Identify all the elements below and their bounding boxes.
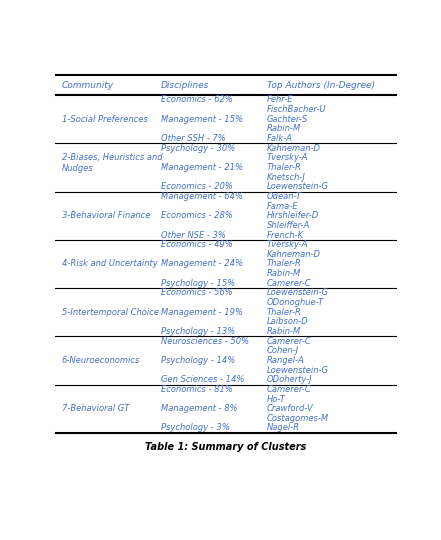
Text: Management - 21%: Management - 21% <box>161 163 243 172</box>
Text: Community: Community <box>62 80 114 90</box>
Text: Camerer-C: Camerer-C <box>267 385 312 394</box>
Text: 1-Social Preferences: 1-Social Preferences <box>62 115 148 124</box>
Text: French-K: French-K <box>267 231 304 240</box>
Text: Falk-A: Falk-A <box>267 134 293 143</box>
Text: Hirshleifer-D: Hirshleifer-D <box>267 211 319 220</box>
Text: Thaler-R: Thaler-R <box>267 308 302 316</box>
Text: Gachter-S: Gachter-S <box>267 115 308 124</box>
Text: Tversky-A: Tversky-A <box>267 240 309 249</box>
Text: Camerer-C: Camerer-C <box>267 279 312 288</box>
Text: Economics - 20%: Economics - 20% <box>161 183 233 191</box>
Text: Psychology - 13%: Psychology - 13% <box>161 327 235 336</box>
Text: Management - 8%: Management - 8% <box>161 404 238 413</box>
Text: Tversky-A: Tversky-A <box>267 153 309 163</box>
Text: Psychology - 3%: Psychology - 3% <box>161 423 230 433</box>
Text: Kahneman-D: Kahneman-D <box>267 144 321 153</box>
Text: Disciplines: Disciplines <box>161 80 209 90</box>
Text: Thaler-R: Thaler-R <box>267 163 302 172</box>
Text: Rabin-M: Rabin-M <box>267 327 301 336</box>
Text: Camerer-C: Camerer-C <box>267 336 312 346</box>
Text: Other NSE - 3%: Other NSE - 3% <box>161 231 226 240</box>
Text: Costagomes-M: Costagomes-M <box>267 414 329 423</box>
Text: Management - 64%: Management - 64% <box>161 192 243 201</box>
Text: ODonoghue-T: ODonoghue-T <box>267 298 324 307</box>
Text: Psychology - 14%: Psychology - 14% <box>161 356 235 365</box>
Text: Other SSH - 7%: Other SSH - 7% <box>161 134 226 143</box>
Text: ODoherty-J: ODoherty-J <box>267 375 313 384</box>
Text: Ho-T: Ho-T <box>267 395 286 403</box>
Text: Loewenstein-G: Loewenstein-G <box>267 183 329 191</box>
Text: Psychology - 15%: Psychology - 15% <box>161 279 235 288</box>
Text: Fama-E: Fama-E <box>267 201 299 211</box>
Text: FischBacher-U: FischBacher-U <box>267 105 326 114</box>
Text: Shleiffer-A: Shleiffer-A <box>267 221 310 230</box>
Text: Loewenstein-G: Loewenstein-G <box>267 288 329 298</box>
Text: Loewenstein-G: Loewenstein-G <box>267 366 329 375</box>
Text: Management - 24%: Management - 24% <box>161 259 243 268</box>
Text: Management - 15%: Management - 15% <box>161 115 243 124</box>
Text: Rabin-M: Rabin-M <box>267 124 301 133</box>
Text: Psychology - 30%: Psychology - 30% <box>161 144 235 153</box>
Text: Management - 19%: Management - 19% <box>161 308 243 316</box>
Text: Odean-T: Odean-T <box>267 192 302 201</box>
Text: Economics - 28%: Economics - 28% <box>161 211 233 220</box>
Text: Thaler-R: Thaler-R <box>267 259 302 268</box>
Text: Neurosciences - 50%: Neurosciences - 50% <box>161 336 249 346</box>
Text: Gen Sciences - 14%: Gen Sciences - 14% <box>161 375 244 384</box>
Text: Economics - 81%: Economics - 81% <box>161 385 233 394</box>
Text: 2-Biases, Heuristics and
Nudges: 2-Biases, Heuristics and Nudges <box>62 153 163 173</box>
Text: Cohen-J: Cohen-J <box>267 346 299 355</box>
Text: Table 1: Summary of Clusters: Table 1: Summary of Clusters <box>146 442 306 452</box>
Text: Rangel-A: Rangel-A <box>267 356 305 365</box>
Text: 7-Behavioral GT: 7-Behavioral GT <box>62 404 129 413</box>
Text: Kahneman-D: Kahneman-D <box>267 250 321 259</box>
Text: 3-Behavioral Finance: 3-Behavioral Finance <box>62 211 150 220</box>
Text: Economics - 49%: Economics - 49% <box>161 240 233 249</box>
Text: Economics - 56%: Economics - 56% <box>161 288 233 298</box>
Text: Rabin-M: Rabin-M <box>267 269 301 278</box>
Text: Laibson-D: Laibson-D <box>267 318 309 326</box>
Text: Knetsch-J: Knetsch-J <box>267 173 306 181</box>
Text: Fehr-E: Fehr-E <box>267 96 294 104</box>
Text: 4-Risk and Uncertainty: 4-Risk and Uncertainty <box>62 259 158 268</box>
Text: Nagel-R: Nagel-R <box>267 423 300 433</box>
Text: 5-Intertemporal Choice: 5-Intertemporal Choice <box>62 308 159 316</box>
Text: Crawford-V: Crawford-V <box>267 404 314 413</box>
Text: 6-Neuroeconomics: 6-Neuroeconomics <box>62 356 140 365</box>
Text: Top Authors (In-Degree): Top Authors (In-Degree) <box>267 80 375 90</box>
Text: Economics - 62%: Economics - 62% <box>161 96 233 104</box>
